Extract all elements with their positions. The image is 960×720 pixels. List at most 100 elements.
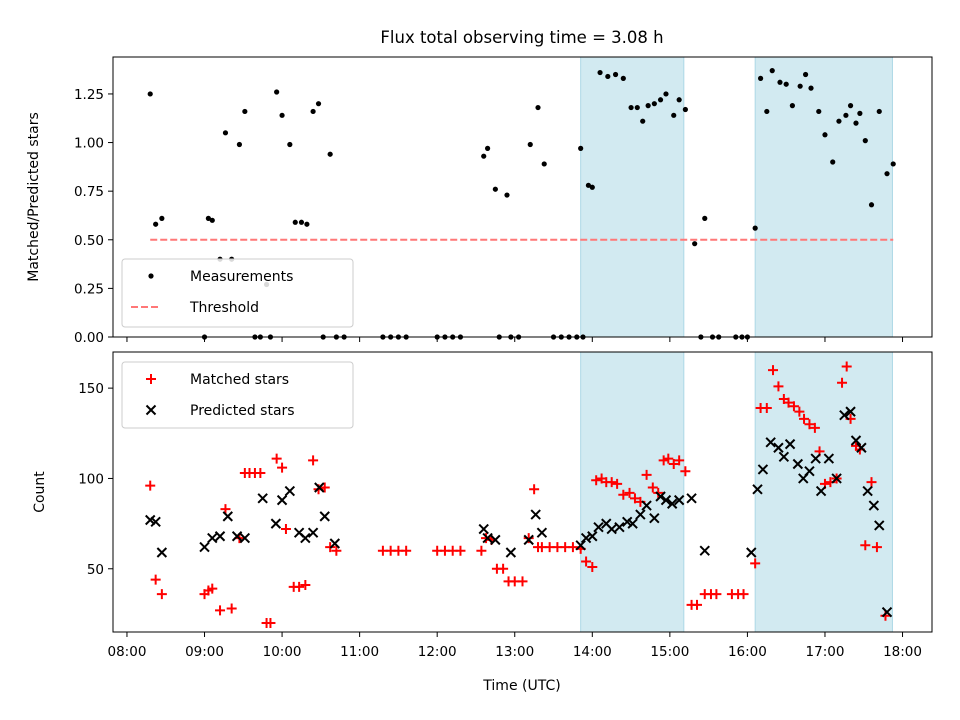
predicted-star-marker	[257, 493, 268, 504]
matched-star-marker	[837, 377, 848, 388]
legend-label: Threshold	[189, 300, 259, 316]
matched-star-marker	[663, 453, 674, 464]
predicted-star-marker	[276, 494, 288, 506]
matched-star-marker	[618, 489, 629, 500]
chart-title: Flux total observing time = 3.08 h	[380, 28, 663, 47]
matched-star-marker	[761, 403, 772, 413]
predicted-stars-series	[145, 406, 893, 618]
predicted-star-marker	[150, 516, 161, 528]
matched-star-marker	[794, 406, 805, 417]
matched-star-marker	[265, 617, 276, 628]
predicted-star-marker	[536, 527, 548, 538]
predicted-star-marker	[199, 541, 210, 553]
matched-star-marker	[799, 413, 810, 424]
predicted-star-marker	[660, 494, 672, 506]
legend-label: Matched stars	[190, 372, 289, 388]
predicted-star-marker	[635, 509, 646, 520]
top-legend: Measurements Threshold	[121, 258, 354, 328]
predicted-star-marker	[606, 523, 617, 535]
predicted-star-marker	[284, 485, 296, 497]
measurement-point	[484, 145, 491, 151]
measurement-point	[868, 202, 875, 208]
matched-star-marker	[294, 581, 305, 592]
matched-star-marker	[150, 574, 161, 585]
predicted-star-marker	[490, 534, 501, 546]
legend-marker-dot	[148, 273, 154, 279]
y-tick-label: 50	[87, 562, 104, 578]
y-tick-label: 0.50	[74, 233, 104, 249]
measurement-point	[634, 104, 640, 111]
measurement-point	[671, 112, 677, 118]
predicted-star-marker	[580, 532, 592, 544]
y-tick-label: 150	[78, 381, 104, 397]
predicted-star-marker	[823, 453, 835, 464]
predicted-star-marker	[222, 511, 233, 522]
measurement-point	[578, 145, 584, 151]
predicted-star-marker	[666, 498, 678, 509]
matched-star-marker	[567, 542, 578, 553]
top-y-axis: 0.00 0.25 0.50 0.75 1.00 1.25	[74, 87, 113, 346]
measurement-point	[492, 186, 498, 192]
measurement-point	[657, 97, 664, 103]
predicted-star-marker	[831, 473, 842, 484]
measurement-point	[830, 159, 836, 165]
matched-star-marker	[255, 468, 266, 479]
predicted-star-marker	[850, 435, 862, 446]
measurement-point	[585, 182, 592, 188]
predicted-star-marker	[804, 466, 815, 477]
measurement-point	[808, 85, 814, 91]
measurement-point	[242, 108, 248, 115]
predicted-star-marker	[231, 531, 243, 542]
top-x-axis	[126, 337, 904, 342]
y-tick-label: 0.25	[74, 281, 104, 297]
top-panel: 0.00 0.25 0.50 0.75 1.00 1.25 Matched/Predict…	[26, 56, 933, 346]
x-tick-label: 11:00	[340, 644, 379, 660]
predicted-star-marker	[614, 522, 625, 533]
matched-star-marker	[668, 459, 679, 469]
measurement-point	[853, 120, 859, 126]
measurement-point	[702, 215, 708, 221]
predicted-star-marker	[881, 606, 893, 618]
matched-star-marker	[788, 401, 799, 412]
matched-star-marker	[768, 365, 779, 376]
predicted-star-marker	[627, 518, 638, 529]
predicted-star-marker	[757, 464, 769, 475]
predicted-star-marker	[752, 484, 763, 495]
measurement-point	[752, 225, 758, 231]
y-tick-label: 1.00	[74, 136, 104, 152]
measurement-point	[777, 79, 783, 85]
x-tick-label: 17:00	[806, 644, 845, 660]
y-tick-label: 0.75	[74, 184, 104, 200]
measurement-point	[236, 141, 243, 148]
predicted-star-marker	[746, 547, 757, 558]
predicted-star-marker	[530, 509, 541, 520]
y-tick-label: 0.00	[74, 330, 104, 346]
measurement-point	[876, 108, 882, 115]
x-tick-label: 18:00	[883, 644, 922, 660]
measurement-point	[692, 241, 698, 247]
measurement-point	[822, 132, 828, 138]
predicted-star-marker	[686, 493, 697, 504]
matched-star-marker	[271, 453, 282, 464]
legend-label: Predicted stars	[190, 403, 295, 419]
matched-star-marker	[401, 545, 412, 556]
matched-star-marker	[738, 589, 749, 600]
measurement-point	[890, 161, 896, 167]
predicted-star-marker	[207, 532, 218, 544]
matched-star-marker	[277, 462, 288, 473]
measurement-point	[857, 110, 863, 116]
shaded-interval	[754, 56, 893, 338]
predicted-star-marker	[329, 538, 341, 549]
matched-star-marker	[523, 533, 534, 544]
measurement-point	[645, 103, 651, 109]
matched-star-marker	[606, 477, 617, 488]
legend-marker-plus	[146, 374, 156, 384]
measurement-point	[298, 219, 305, 225]
predicted-star-marker	[214, 531, 226, 542]
predicted-star-marker	[593, 522, 604, 533]
matched-star-marker	[476, 545, 487, 556]
x-tick-label: 15:00	[650, 644, 689, 660]
matched-star-marker	[711, 589, 722, 600]
predicted-star-marker	[765, 437, 776, 448]
